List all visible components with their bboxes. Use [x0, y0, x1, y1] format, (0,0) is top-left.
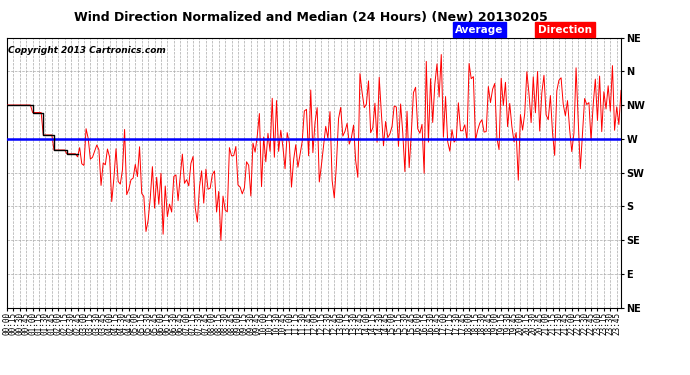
- Text: Average: Average: [455, 25, 504, 35]
- Text: Wind Direction Normalized and Median (24 Hours) (New) 20130205: Wind Direction Normalized and Median (24…: [74, 11, 547, 24]
- Text: Direction: Direction: [538, 25, 592, 35]
- Text: Copyright 2013 Cartronics.com: Copyright 2013 Cartronics.com: [8, 46, 166, 55]
